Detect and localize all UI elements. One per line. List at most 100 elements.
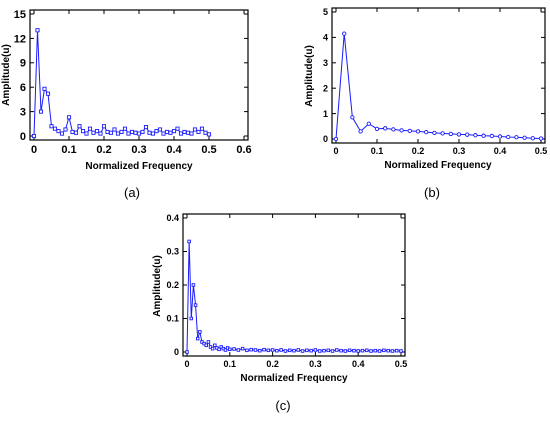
data-point: [292, 348, 296, 353]
data-point: [326, 348, 330, 353]
data-point: [465, 132, 470, 137]
data-point: [203, 130, 208, 135]
data-point: [350, 115, 355, 120]
data-point: [133, 130, 138, 135]
data-point: [366, 121, 371, 126]
x-tick-label: 0.3: [131, 144, 146, 156]
series-line: [33, 30, 210, 137]
data-point: [91, 130, 96, 135]
tick-group: 0 0.1 0.2 0.3 0.4 0.5 0 1 2 3 4 5: [323, 7, 547, 156]
data-point: [407, 128, 412, 134]
data-point: [481, 133, 486, 138]
data-point: [369, 349, 373, 353]
data-point: [489, 133, 494, 139]
data-point: [317, 349, 322, 353]
data-point: [279, 348, 283, 352]
panel-label: (b): [424, 185, 440, 200]
tick-group: 0 0.1 0.2 0.3 0.4 0.5 0.6 0 3 6 9 12 15: [14, 9, 252, 156]
x-tick-label: 0.1: [224, 359, 237, 369]
data-point: [168, 130, 173, 135]
data-point: [196, 129, 201, 134]
data-point: [154, 129, 159, 134]
data-point: [448, 131, 453, 137]
data-point: [283, 349, 288, 353]
x-tick-label: 0.2: [96, 144, 111, 156]
series-group: [185, 239, 403, 354]
data-point: [105, 129, 110, 134]
data-point: [473, 133, 478, 138]
data-point: [150, 131, 156, 136]
data-point: [98, 131, 103, 136]
series-group: [31, 28, 212, 139]
data-point: [356, 349, 360, 353]
data-point: [386, 348, 390, 353]
tick-group: 0 0.1 0.2 0.3 0.4 0.5 0 0.1 0.2 0.3 0.4: [166, 213, 407, 369]
data-point: [119, 129, 124, 134]
data-point: [347, 348, 352, 353]
data-point: [330, 349, 335, 353]
data-point: [217, 347, 221, 352]
data-point: [129, 129, 135, 134]
y-tick-label: 9: [20, 58, 26, 70]
data-point: [258, 348, 262, 353]
x-tick-label: 0.1: [371, 146, 384, 156]
data-point: [270, 348, 275, 352]
x-tick-label: 0.5: [395, 359, 408, 369]
data-point: [391, 127, 396, 132]
panel-label: (c): [275, 398, 290, 413]
data-point: [240, 346, 245, 351]
data-point: [275, 348, 279, 353]
plot-frame: [331, 7, 546, 144]
y-axis-label: Amplitude(u): [1, 44, 12, 106]
data-point: [182, 129, 187, 134]
y-tick-label: 0.2: [166, 280, 179, 290]
data-point: [339, 348, 343, 353]
data-point: [31, 133, 37, 139]
data-point: [147, 130, 152, 135]
data-point: [175, 126, 180, 131]
data-point: [191, 283, 196, 287]
data-point: [63, 127, 68, 132]
data-point: [164, 129, 170, 134]
data-point: [73, 130, 79, 135]
data-point: [112, 127, 117, 132]
data-point: [373, 348, 378, 353]
data-point: [126, 131, 131, 136]
data-point: [171, 129, 177, 134]
data-point: [52, 126, 58, 131]
x-tick-label: 0.4: [494, 146, 507, 156]
data-point: [343, 349, 348, 353]
panel-a: 0 0.1 0.2 0.3 0.4 0.5 0.6 0 3 6 9 12 15 Amplitude(u)…: [1, 9, 252, 200]
data-point: [394, 348, 399, 353]
data-point: [335, 348, 339, 352]
x-tick-label: 0.2: [266, 359, 279, 369]
data-point: [382, 348, 386, 353]
data-point: [245, 348, 249, 353]
data-point: [80, 129, 86, 134]
data-point: [187, 239, 191, 244]
panel-c: 0 0.1 0.2 0.3 0.4 0.5 0 0.1 0.2 0.3 0.4 Amplitude(…: [152, 213, 407, 413]
y-tick-label: 0.3: [166, 247, 179, 257]
data-point: [300, 349, 305, 353]
data-point: [70, 129, 75, 134]
data-point: [189, 316, 194, 321]
data-point: [440, 131, 445, 136]
data-point: [305, 348, 309, 353]
data-point: [35, 28, 40, 33]
x-tick-label: 0.3: [309, 359, 322, 369]
data-point: [358, 129, 363, 134]
data-point: [140, 129, 145, 134]
y-axis-label: Amplitude(u): [152, 255, 163, 317]
data-point: [236, 348, 241, 352]
data-point: [249, 347, 253, 352]
data-point: [45, 91, 51, 96]
x-tick-label: 0.3: [453, 146, 466, 156]
plot-frame: [182, 213, 406, 357]
data-point: [287, 348, 292, 353]
data-point: [232, 347, 236, 351]
x-axis-label: Normalized Frequency: [384, 160, 492, 171]
data-point: [374, 126, 380, 131]
data-point: [66, 115, 72, 120]
data-point: [108, 130, 114, 135]
